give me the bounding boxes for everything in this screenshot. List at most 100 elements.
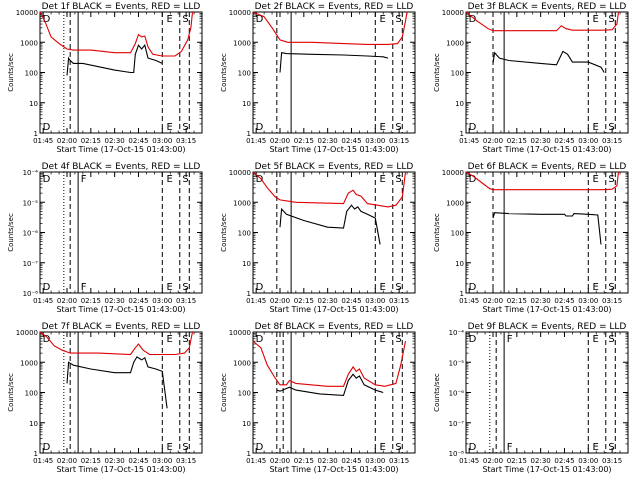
y-tick-label: 1 <box>34 450 38 458</box>
events-series-line <box>492 50 605 73</box>
annotation-bottom: D <box>256 282 264 293</box>
events-series-line <box>276 373 384 396</box>
y-axis-label: Counts/sec <box>433 213 441 252</box>
annotation-bottom: E <box>166 122 172 133</box>
annotation-top: F <box>81 174 87 185</box>
x-tick-label: 02:00 <box>483 457 503 465</box>
annotation-bottom: E <box>592 282 598 293</box>
y-tick-label: 10⁻⁷ <box>23 260 39 268</box>
x-tick-label: 02:00 <box>57 137 77 145</box>
panel-title: Det 7f BLACK = Events, RED = LLD <box>42 322 201 332</box>
y-tick-label: 10000 <box>16 329 38 337</box>
annotation-top: S <box>608 334 614 345</box>
lld-series-line <box>39 331 194 356</box>
panel-title: Det 2f BLACK = Events, RED = LLD <box>255 2 414 12</box>
y-tick-label: 1000 <box>446 199 464 207</box>
annotation-bottom: F <box>507 442 513 453</box>
lld-series-line <box>39 11 194 57</box>
x-tick-label: 03:15 <box>389 297 409 305</box>
x-tick-label: 02:45 <box>341 457 361 465</box>
annotation-bottom: F <box>81 282 87 293</box>
annotation-top: E <box>379 14 385 25</box>
y-tick-label: 1 <box>247 450 251 458</box>
detector-panel-1: Det 1f BLACK = Events, RED = LLD 1 10 100 10… <box>7 2 203 154</box>
annotation-bottom: S <box>608 122 614 133</box>
detector-panel-3: Det 3f BLACK = Events, RED = LLD 1 10 100 10… <box>433 2 629 154</box>
y-axis-label: Counts/sec <box>7 373 15 412</box>
annotation-bottom: D <box>256 442 264 453</box>
x-tick-label: 02:00 <box>57 297 77 305</box>
y-axis-label: Counts/sec <box>7 53 15 92</box>
x-axis-label: Start Time (17-Oct-15 01:43:00) <box>482 305 611 314</box>
y-tick-label: 10⁻⁵ <box>449 359 465 367</box>
y-tick-label: 1000 <box>233 39 251 47</box>
x-tick-label: 01:45 <box>246 137 266 145</box>
detector-panel-7: Det 7f BLACK = Events, RED = LLD 1 10 100 10… <box>7 322 203 474</box>
y-tick-label: 10000 <box>229 169 251 177</box>
y-tick-label: 100 <box>25 70 38 78</box>
x-tick-label: 02:15 <box>294 297 314 305</box>
y-tick-label: 100 <box>451 230 464 238</box>
x-tick-label: 03:00 <box>365 137 385 145</box>
panel-title: Det 3f BLACK = Events, RED = LLD <box>468 2 627 12</box>
annotation-top: E <box>379 174 385 185</box>
annotation-top: D <box>469 174 477 185</box>
y-tick-label: 10 <box>455 260 464 268</box>
x-tick-label: 03:15 <box>176 137 196 145</box>
detector-panel-5: Det 5f BLACK = Events, RED = LLD 1 10 100 10… <box>220 162 416 314</box>
annotation-bottom: E <box>379 122 385 133</box>
annotation-top: S <box>395 174 401 185</box>
y-tick-label: 10000 <box>16 9 38 17</box>
events-series-line <box>279 204 381 245</box>
annotation-bottom: S <box>395 122 401 133</box>
annotation-top: E <box>166 174 172 185</box>
y-tick-label: 10000 <box>442 169 464 177</box>
y-tick-label: 100 <box>25 390 38 398</box>
x-tick-label: 03:15 <box>176 457 196 465</box>
annotation-top: E <box>592 174 598 185</box>
x-tick-label: 02:30 <box>105 137 125 145</box>
annotation-top: E <box>592 334 598 345</box>
x-tick-label: 03:15 <box>602 137 622 145</box>
annotation-bottom: D <box>469 282 477 293</box>
panel-title: Det 8f BLACK = Events, RED = LLD <box>255 322 414 332</box>
y-axis-label: Counts/sec <box>220 53 228 92</box>
lld-series-line <box>465 11 620 32</box>
lld-series-line <box>465 171 620 191</box>
x-tick-label: 02:15 <box>507 457 527 465</box>
annotation-bottom: S <box>608 282 614 293</box>
annotation-top: D <box>256 334 264 345</box>
annotation-top: D <box>469 14 477 25</box>
events-series-line <box>66 44 163 76</box>
y-axis-label: Counts/sec <box>7 213 15 252</box>
x-tick-label: 02:30 <box>105 457 125 465</box>
x-tick-label: 03:00 <box>578 137 598 145</box>
x-tick-label: 02:45 <box>128 457 148 465</box>
y-tick-label: 10000 <box>442 9 464 17</box>
x-tick-label: 02:30 <box>531 297 551 305</box>
annotation-bottom: D <box>256 122 264 133</box>
annotation-top: S <box>395 14 401 25</box>
y-axis-label: Counts/sec <box>433 373 441 412</box>
x-tick-label: 02:15 <box>294 457 314 465</box>
y-tick-label: 10⁻⁸ <box>23 290 39 298</box>
y-tick-label: 10000 <box>229 9 251 17</box>
x-tick-label: 02:15 <box>81 457 101 465</box>
x-axis-label: Start Time (17-Oct-15 01:43:00) <box>56 305 185 314</box>
y-tick-label: 1 <box>247 130 251 138</box>
x-tick-label: 03:15 <box>176 297 196 305</box>
annotation-bottom: S <box>395 442 401 453</box>
detector-panel-8: Det 8f BLACK = Events, RED = LLD 1 10 100 10… <box>220 322 416 474</box>
y-tick-label: 10 <box>29 100 38 108</box>
annotation-bottom: D <box>469 122 477 133</box>
annotation-top: S <box>182 14 188 25</box>
panel-title: Det 4f BLACK = Events, RED = LLD <box>42 162 201 172</box>
events-series-line <box>279 52 389 73</box>
x-tick-label: 02:45 <box>341 297 361 305</box>
x-tick-label: 01:45 <box>246 297 266 305</box>
y-tick-label: 10⁻⁷ <box>449 420 465 428</box>
y-tick-label: 100 <box>238 70 251 78</box>
x-axis-label: Start Time (17-Oct-15 01:43:00) <box>56 145 185 154</box>
y-tick-label: 10⁻⁵ <box>23 199 39 207</box>
y-tick-label: 1000 <box>20 39 38 47</box>
